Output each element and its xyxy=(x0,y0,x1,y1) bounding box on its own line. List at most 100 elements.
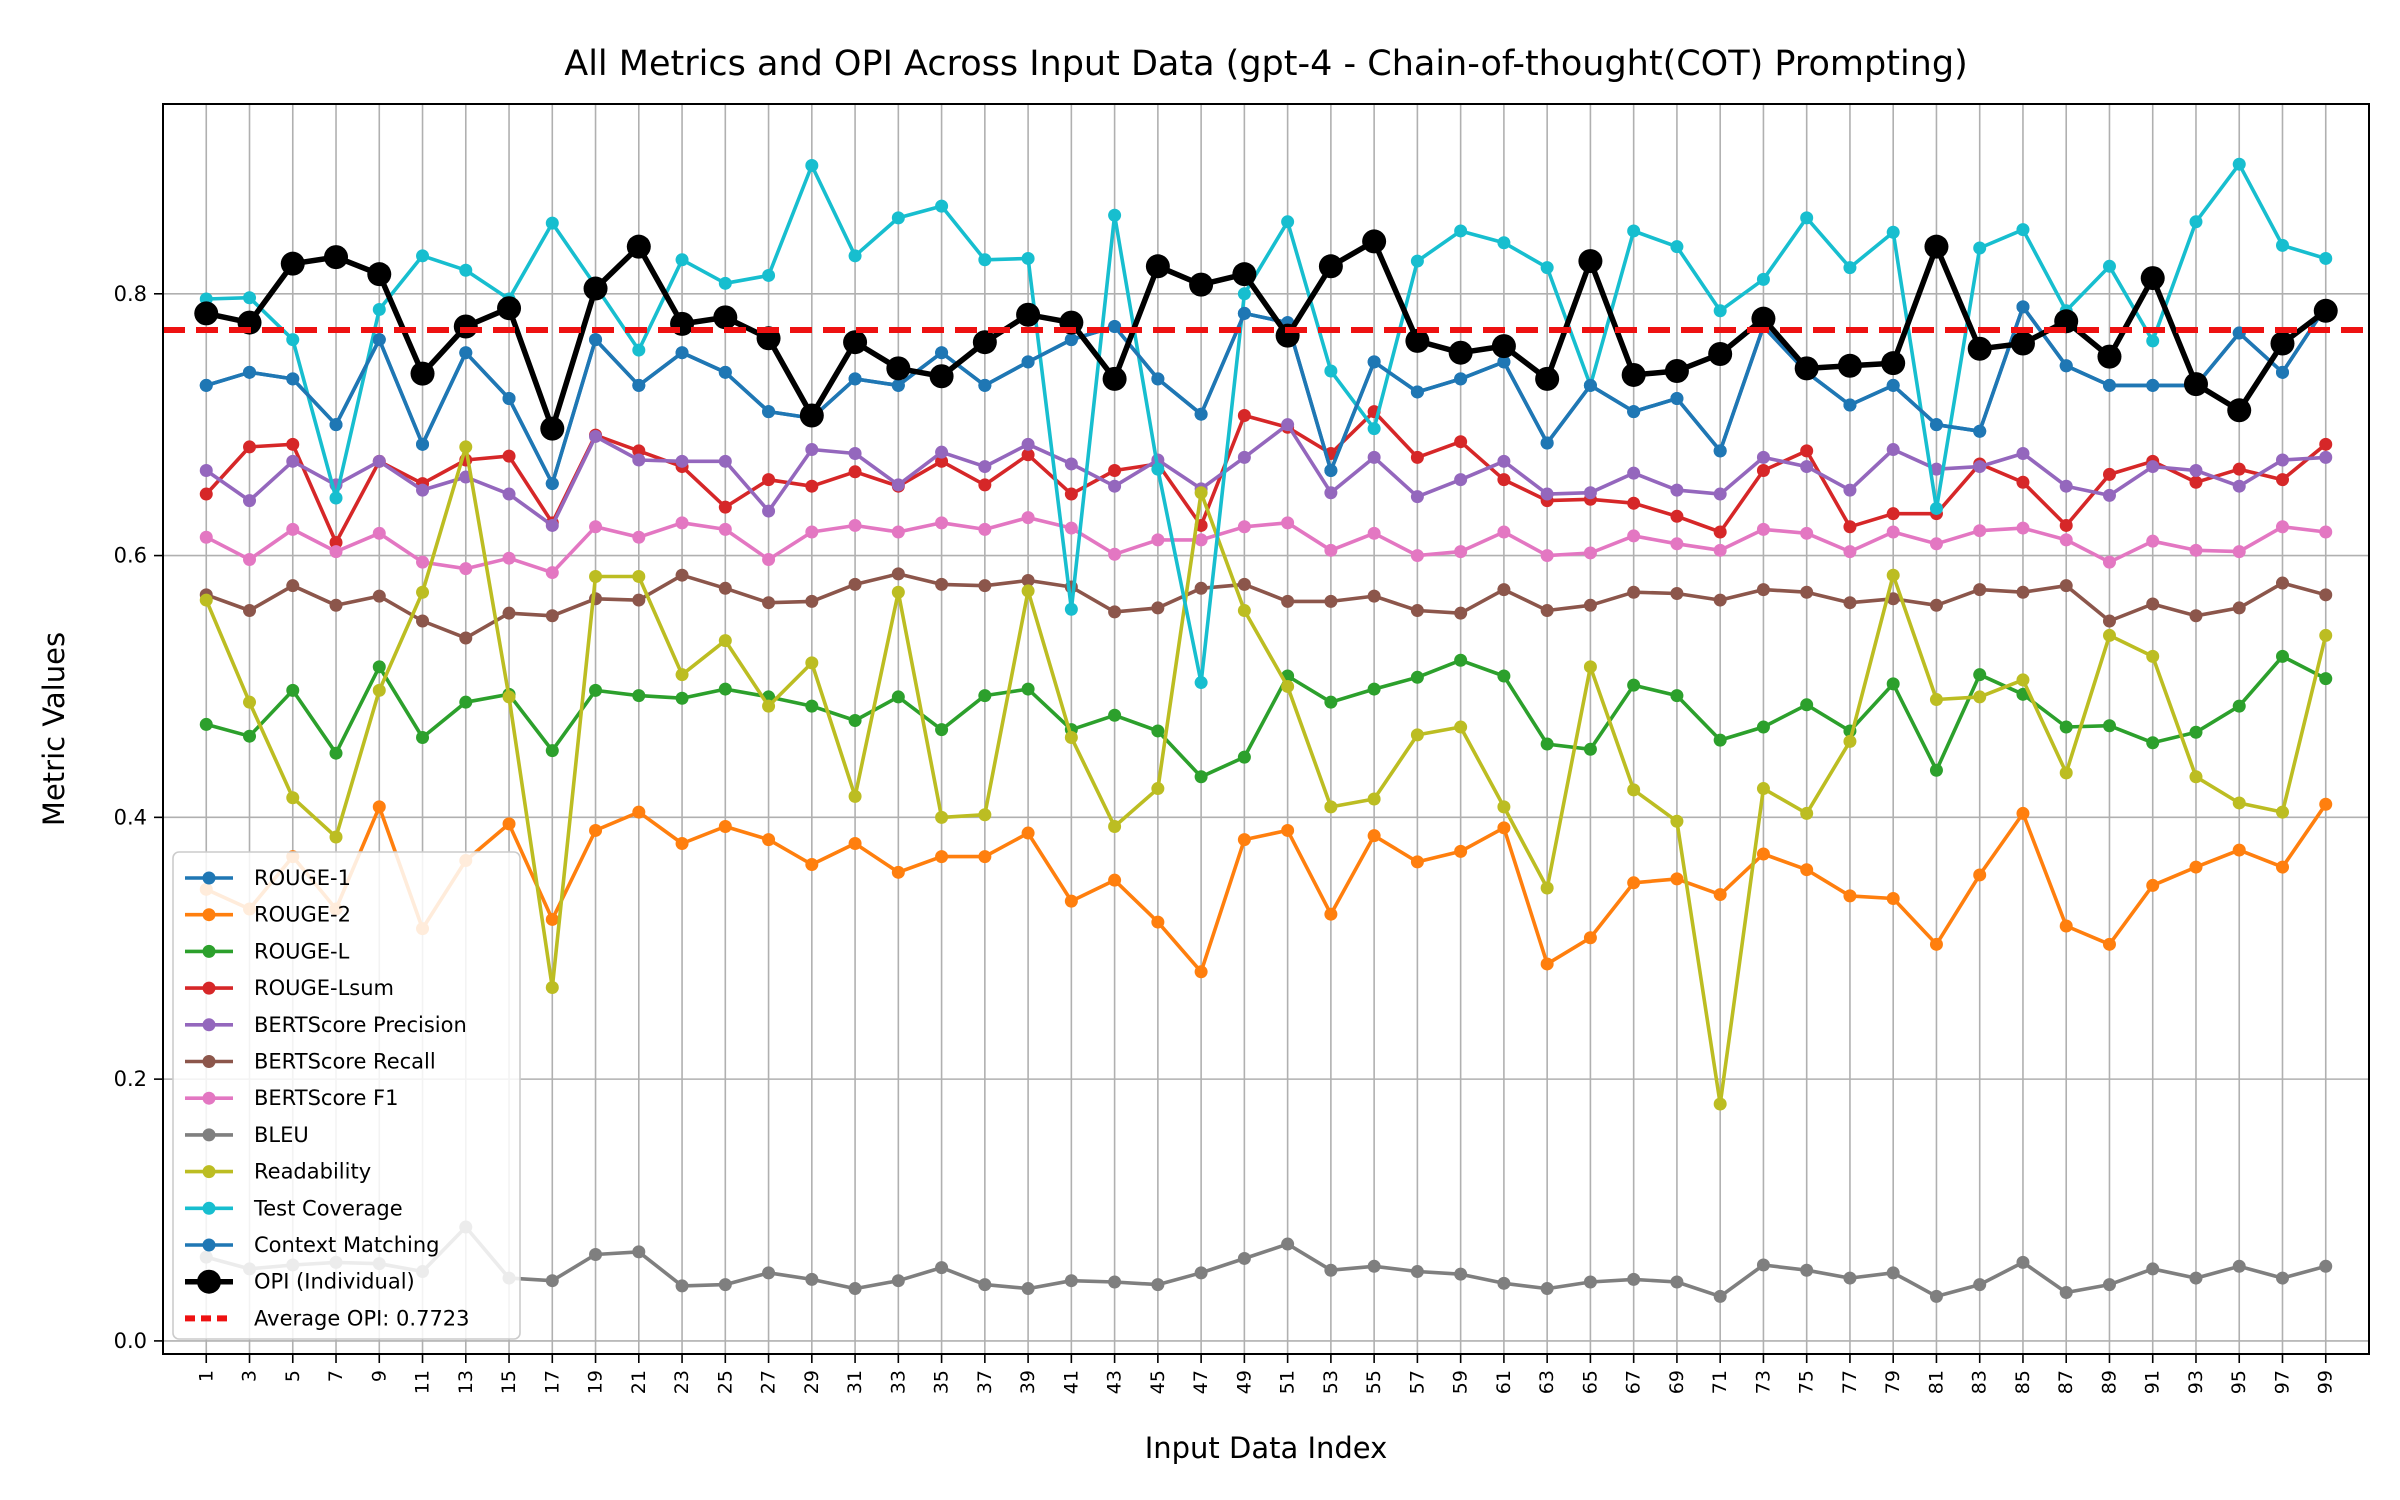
chart-title: All Metrics and OPI Across Input Data (g… xyxy=(564,44,1967,84)
data-point xyxy=(843,330,868,355)
data-point xyxy=(2189,475,2203,489)
data-point xyxy=(1627,405,1641,419)
y-axis-ticks: 0.0 0.2 0.4 0.6 0.8 xyxy=(114,282,163,1353)
data-point xyxy=(329,598,343,612)
data-point xyxy=(1800,460,1814,474)
data-point xyxy=(1973,583,1987,597)
data-point xyxy=(459,631,473,645)
data-point xyxy=(1886,677,1900,691)
data-point xyxy=(1973,690,1987,704)
data-point xyxy=(1064,1274,1078,1288)
x-tick-label: 57 xyxy=(1406,1370,1428,1394)
data-point xyxy=(978,850,992,864)
data-point xyxy=(632,444,646,458)
data-point xyxy=(2232,601,2246,615)
data-point xyxy=(1367,1259,1381,1273)
data-point xyxy=(286,522,300,536)
series-test-coverage xyxy=(199,157,2333,690)
data-point xyxy=(1843,483,1857,497)
data-point xyxy=(545,981,559,995)
x-tick-label: 97 xyxy=(2271,1370,2293,1394)
data-point xyxy=(1108,479,1122,493)
data-point xyxy=(329,545,343,559)
data-point xyxy=(199,378,213,392)
x-tick-label: 3 xyxy=(239,1370,261,1382)
data-point xyxy=(935,516,949,530)
data-point xyxy=(1756,450,1770,464)
data-point xyxy=(632,593,646,607)
x-tick-label: 53 xyxy=(1320,1370,1342,1394)
data-point xyxy=(2319,251,2333,265)
data-point xyxy=(1886,1266,1900,1280)
data-point xyxy=(1886,225,1900,239)
data-point xyxy=(2275,473,2289,487)
x-tick-label: 29 xyxy=(801,1370,823,1394)
data-point xyxy=(1237,750,1251,764)
data-point xyxy=(1281,594,1295,608)
data-point xyxy=(243,494,257,508)
legend-marker xyxy=(202,1055,216,1068)
y-tick-label: 0.0 xyxy=(114,1329,147,1353)
data-point xyxy=(1108,820,1122,834)
y-tick-label: 0.6 xyxy=(114,544,147,568)
data-point xyxy=(1324,800,1338,814)
data-point xyxy=(2189,463,2203,477)
data-point xyxy=(1800,1263,1814,1277)
data-point xyxy=(805,479,819,493)
data-point xyxy=(1410,254,1424,268)
data-point xyxy=(243,440,257,454)
data-point xyxy=(891,585,905,599)
x-tick-label: 55 xyxy=(1363,1370,1385,1394)
data-point xyxy=(1021,355,1035,369)
data-point xyxy=(2102,378,2116,392)
data-point xyxy=(372,302,386,316)
legend-label: BERTScore Precision xyxy=(254,1013,467,1037)
data-point xyxy=(1237,1251,1251,1265)
data-point xyxy=(1237,520,1251,534)
data-point xyxy=(1973,424,1987,438)
data-point xyxy=(632,378,646,392)
data-point xyxy=(1497,800,1511,814)
legend-item: BERTScore F1 xyxy=(185,1086,399,1110)
data-point xyxy=(1064,521,1078,535)
data-point xyxy=(2059,720,2073,734)
data-point xyxy=(2270,331,2295,356)
x-tick-label: 43 xyxy=(1104,1370,1126,1394)
data-point xyxy=(1367,526,1381,540)
data-point xyxy=(2102,628,2116,642)
data-point xyxy=(1497,583,1511,597)
data-point xyxy=(1108,873,1122,887)
data-point xyxy=(2059,919,2073,933)
data-point xyxy=(1713,593,1727,607)
data-point xyxy=(848,713,862,727)
data-point xyxy=(762,833,776,847)
data-point xyxy=(1497,236,1511,250)
data-point xyxy=(1886,507,1900,521)
legend-marker xyxy=(202,1165,216,1179)
data-point xyxy=(1454,224,1468,238)
data-point xyxy=(286,372,300,386)
data-point xyxy=(978,1278,992,1292)
data-point xyxy=(2319,628,2333,642)
data-point xyxy=(2146,597,2160,611)
data-point xyxy=(1881,351,1906,376)
x-tick-label: 25 xyxy=(714,1370,736,1394)
data-point xyxy=(1064,894,1078,908)
x-tick-label: 75 xyxy=(1796,1370,1818,1394)
data-point xyxy=(502,690,516,704)
x-tick-label: 89 xyxy=(2098,1370,2120,1394)
data-point xyxy=(1929,501,1943,515)
data-point xyxy=(1670,240,1684,254)
data-point xyxy=(502,551,516,565)
data-point xyxy=(1670,872,1684,886)
data-point xyxy=(2319,525,2333,539)
data-point xyxy=(410,361,435,386)
data-point xyxy=(1751,306,1776,331)
data-point xyxy=(1064,333,1078,347)
data-point xyxy=(1497,355,1511,369)
data-point xyxy=(1670,483,1684,497)
data-point xyxy=(545,216,559,230)
data-point xyxy=(2189,609,2203,623)
data-point xyxy=(675,1279,689,1293)
data-point xyxy=(1583,598,1597,612)
